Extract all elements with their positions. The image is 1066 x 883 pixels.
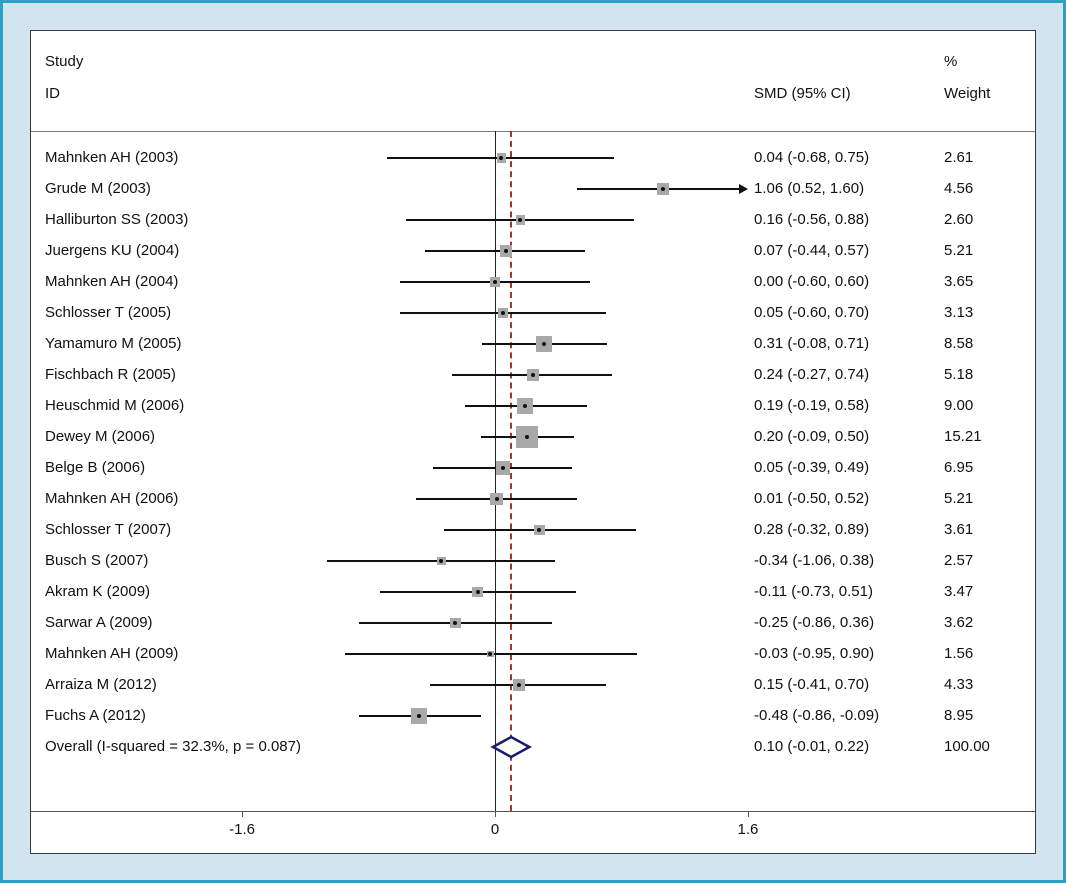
plot-panel: Study ID SMD (95% CI) % Weight Mahnken A…	[30, 30, 1036, 854]
smd-ci-value: 1.06 (0.52, 1.60)	[754, 180, 865, 197]
study-label: Schlosser T (2005)	[45, 304, 172, 321]
overall-diamond	[490, 735, 533, 759]
point-estimate-dot	[530, 373, 535, 377]
smd-ci-value: 0.15 (-0.41, 0.70)	[754, 676, 870, 693]
study-label: Yamamuro M (2005)	[45, 335, 182, 352]
smd-ci-value: 0.04 (-0.68, 0.75)	[754, 149, 870, 166]
x-axis-tick-label: 1.6	[737, 821, 759, 838]
weight-value: 8.58	[944, 335, 974, 352]
smd-ci-value: 0.07 (-0.44, 0.57)	[754, 242, 870, 259]
smd-ci-value: 0.00 (-0.60, 0.60)	[754, 273, 870, 290]
study-label: Akram K (2009)	[45, 583, 151, 600]
point-estimate-dot	[499, 156, 504, 160]
point-estimate-dot	[523, 404, 528, 408]
weight-value: 5.18	[944, 366, 974, 383]
x-axis-tick	[242, 811, 244, 817]
smd-ci-value: 0.05 (-0.39, 0.49)	[754, 459, 870, 476]
point-estimate-dot	[494, 497, 499, 501]
point-estimate-dot	[537, 528, 542, 532]
point-estimate-dot	[475, 590, 480, 594]
smd-ci-value: 0.19 (-0.19, 0.58)	[754, 397, 870, 414]
overall-dashed-line	[509, 131, 512, 811]
weight-value: 3.13	[944, 304, 974, 321]
x-axis-tick-label: -1.6	[229, 821, 255, 838]
weight-value: 3.65	[944, 273, 974, 290]
ci-clipped-arrow	[738, 184, 748, 194]
smd-ci-value: -0.11 (-0.73, 0.51)	[754, 583, 873, 600]
header-divider	[31, 131, 1035, 132]
smd-ci-value: 0.16 (-0.56, 0.88)	[754, 211, 870, 228]
study-label: Fischbach R (2005)	[45, 366, 176, 383]
x-axis-tick-label: 0	[490, 821, 500, 838]
study-label: Schlosser T (2007)	[45, 521, 172, 538]
smd-ci-value: 0.31 (-0.08, 0.71)	[754, 335, 870, 352]
point-estimate-dot	[500, 466, 505, 470]
point-estimate-dot	[488, 652, 493, 656]
point-estimate-dot	[524, 435, 529, 439]
point-estimate-dot	[453, 621, 458, 625]
study-label: Heuschmid M (2006)	[45, 397, 185, 414]
weight-value: 3.47	[944, 583, 974, 600]
point-estimate-dot	[516, 683, 521, 687]
x-axis-tick	[747, 811, 749, 817]
study-label: Mahnken AH (2003)	[45, 149, 179, 166]
study-label: Arraiza M (2012)	[45, 676, 157, 693]
study-label: Belge B (2006)	[45, 459, 146, 476]
smd-ci-value: 0.05 (-0.60, 0.70)	[754, 304, 870, 321]
weight-value: 2.61	[944, 149, 974, 166]
smd-ci-value: -0.48 (-0.86, -0.09)	[754, 707, 880, 724]
weight-value: 4.56	[944, 180, 974, 197]
weight-value: 3.62	[944, 614, 974, 631]
weight-value: 6.95	[944, 459, 974, 476]
weight-value: 2.60	[944, 211, 974, 228]
study-label: Dewey M (2006)	[45, 428, 156, 445]
weight-value: 3.61	[944, 521, 974, 538]
column-header-study: Study	[45, 53, 84, 70]
weight-value: 15.21	[944, 428, 982, 445]
point-estimate-dot	[518, 218, 523, 222]
overall-smd-ci-value: 0.10 (-0.01, 0.22)	[754, 738, 870, 755]
study-label: Mahnken AH (2004)	[45, 273, 179, 290]
point-estimate-dot	[660, 187, 665, 191]
study-label: Juergens KU (2004)	[45, 242, 180, 259]
overall-weight-value: 100.00	[944, 738, 990, 755]
column-header-id: ID	[45, 85, 60, 102]
weight-value: 2.57	[944, 552, 974, 569]
smd-ci-value: 0.24 (-0.27, 0.74)	[754, 366, 870, 383]
weight-value: 8.95	[944, 707, 974, 724]
weight-value: 5.21	[944, 490, 974, 507]
smd-ci-value: 0.01 (-0.50, 0.52)	[754, 490, 870, 507]
smd-ci-value: 0.20 (-0.09, 0.50)	[754, 428, 870, 445]
point-estimate-dot	[542, 342, 546, 346]
weight-value: 5.21	[944, 242, 974, 259]
study-label: Busch S (2007)	[45, 552, 149, 569]
weight-value: 9.00	[944, 397, 974, 414]
study-label: Halliburton SS (2003)	[45, 211, 189, 228]
smd-ci-value: 0.28 (-0.32, 0.89)	[754, 521, 870, 538]
x-axis-line	[31, 811, 1035, 812]
weight-value: 4.33	[944, 676, 974, 693]
study-label: Sarwar A (2009)	[45, 614, 153, 631]
point-estimate-dot	[417, 714, 422, 718]
column-header-smd: SMD (95% CI)	[754, 85, 851, 102]
smd-ci-value: -0.03 (-0.95, 0.90)	[754, 645, 875, 662]
point-estimate-dot	[493, 280, 497, 284]
column-header-weight: Weight	[944, 85, 991, 102]
point-estimate-dot	[439, 559, 444, 563]
smd-ci-value: -0.25 (-0.86, 0.36)	[754, 614, 875, 631]
overall-label: Overall (I-squared = 32.3%, p = 0.087)	[45, 738, 301, 755]
column-header-percent: %	[944, 53, 958, 70]
point-estimate-dot	[504, 249, 509, 253]
study-label: Mahnken AH (2006)	[45, 490, 179, 507]
point-estimate-dot	[500, 311, 505, 315]
weight-value: 1.56	[944, 645, 974, 662]
study-label: Fuchs A (2012)	[45, 707, 146, 724]
x-axis-tick	[495, 811, 496, 817]
smd-ci-value: -0.34 (-1.06, 0.38)	[754, 552, 875, 569]
study-label: Mahnken AH (2009)	[45, 645, 179, 662]
study-label: Grude M (2003)	[45, 180, 151, 197]
zero-reference-line	[495, 131, 496, 811]
